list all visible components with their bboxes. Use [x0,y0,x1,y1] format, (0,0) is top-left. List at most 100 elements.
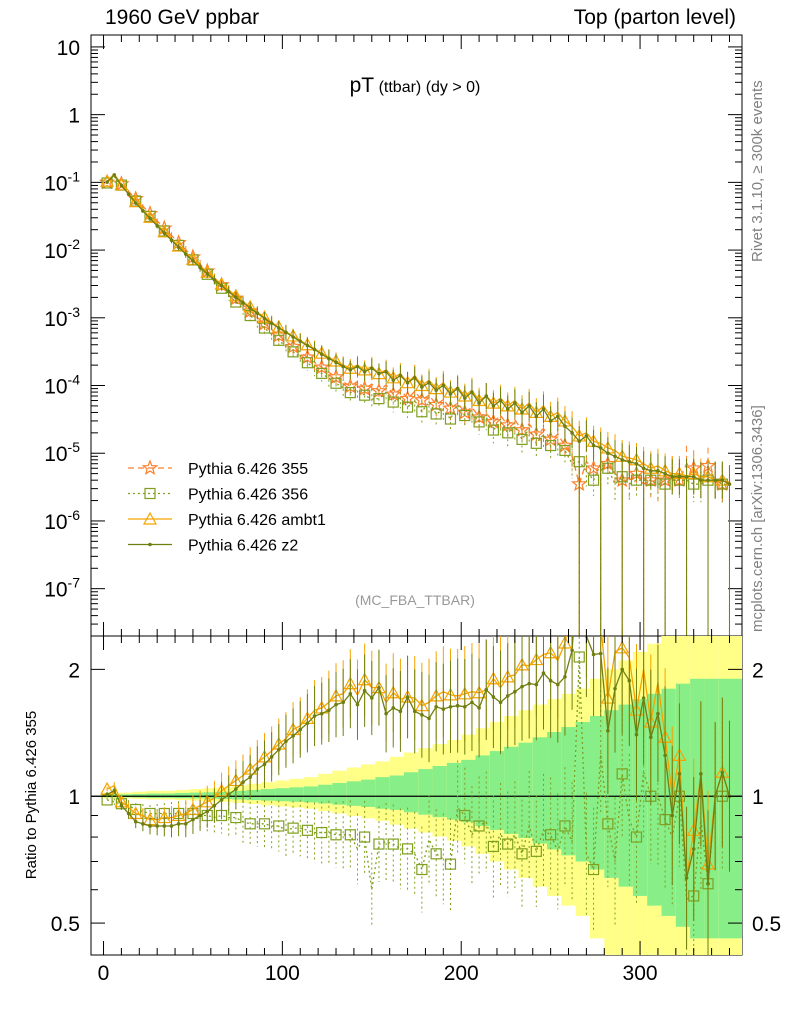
legend: Pythia 6.426 355 Pythia 6.426 356 Pythia 6… [128,459,326,555]
data-point [455,703,460,708]
data-point [183,252,188,256]
data-point [545,829,557,841]
data-point [691,474,696,479]
data-point [570,648,574,653]
data-point [176,822,181,826]
data-point [143,210,158,223]
data-point [187,254,199,266]
data-point [119,803,124,808]
data-point [699,772,703,776]
data-point [591,443,596,448]
data-point [273,334,285,346]
data-point [520,684,524,689]
uncertainty-band-green [733,678,742,939]
data-point [620,667,624,672]
data-point [598,651,603,656]
uncertainty-band-green [704,678,719,939]
legend-label: Pythia 6.426 356 [188,487,308,504]
data-point [473,820,485,832]
uncertainty-band-green [189,792,204,799]
data-point [330,829,342,841]
data-point [327,708,331,713]
data-point [606,728,610,733]
data-point [155,224,159,228]
data-point [141,459,159,476]
data-point [169,824,174,828]
data-point [284,739,288,744]
mcplots-label: mcplots.cern.ch [arXiv:1306.3436] [749,405,766,632]
data-point [171,238,186,252]
series-3 [105,173,732,636]
data-point [142,511,158,525]
data-point [298,727,303,732]
data-point [444,413,457,425]
data-point [230,811,242,824]
data-point [344,386,356,399]
data-point [684,474,689,479]
data-point [391,706,396,710]
uncertainty-band-green [718,678,734,939]
data-point [699,478,703,482]
data-point [241,300,245,305]
data-point [648,469,653,473]
header-energy: 1960 GeV ppbar [105,6,260,29]
data-point [412,375,417,380]
data-point [401,401,414,413]
data-point [269,321,274,326]
data-point [573,651,585,663]
data-point [176,245,181,250]
main-panel: 10 1 10-1 10-2 10-3 10-4 10-5 10-6 10-7 pT (ttbar… [44,34,743,637]
data-point [516,433,528,446]
data-point [248,306,252,310]
data-point [448,705,453,709]
data-point [416,863,428,876]
data-point [413,391,431,408]
data-point [241,780,245,784]
data-point [598,446,603,450]
data-point [448,392,453,396]
y-tick-label: 2 [68,659,80,682]
data-point [183,822,188,826]
data-point [348,368,353,372]
data-point [387,838,399,850]
data-point [377,371,381,376]
data-point [502,427,514,439]
data-point [459,809,471,822]
y-tick-label: 10-5 [44,439,80,466]
data-point [301,357,314,369]
x-tick-label: 100 [265,962,300,985]
data-point [713,478,717,482]
data-point [155,824,159,828]
data-point [498,700,503,705]
uncertainty-band-green [318,784,333,804]
series-line [106,636,731,884]
data-point [513,421,531,438]
data-point [330,377,342,389]
data-point [355,702,360,707]
plot-title: pT (ttbar) (dy > 0) [350,74,481,97]
data-point [641,696,646,700]
data-point [577,439,582,444]
data-point [273,820,285,832]
data-point [420,713,424,717]
data-point [606,451,610,456]
y-tick-label: 10-7 [44,575,80,602]
data-point [563,675,567,679]
data-point [541,671,546,675]
data-point [491,695,496,699]
data-point [487,840,500,853]
data-point [284,330,288,335]
y-tick-label: 10-1 [44,168,80,195]
data-point [498,398,503,403]
uncertainty-band-green [246,789,261,801]
uncertainty-band-green [475,755,490,826]
data-point [663,753,667,758]
legend-label: Pythia 6.426 z2 [188,538,298,555]
data-point [191,258,195,263]
x-tick-label: 300 [623,962,658,985]
data-point [373,838,385,850]
data-point [534,414,539,419]
y-tick-label: 10-2 [44,236,80,263]
data-point [634,461,639,466]
data-point [627,459,632,464]
